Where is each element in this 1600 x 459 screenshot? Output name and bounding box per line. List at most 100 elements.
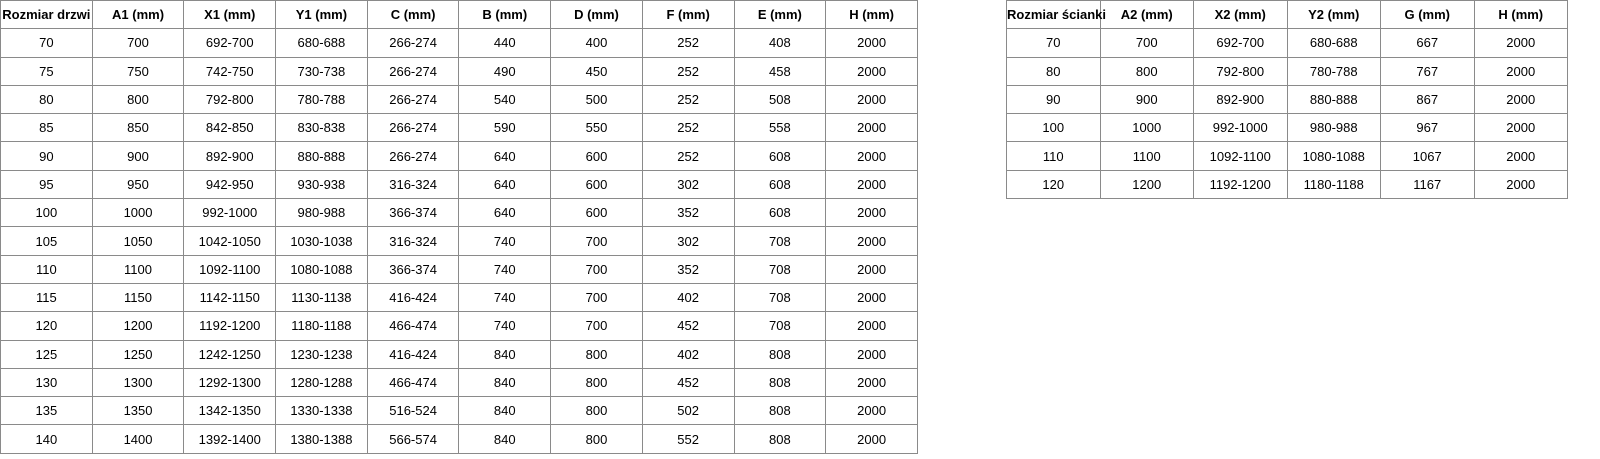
- table-cell: 402: [641, 282, 735, 313]
- table-cell: 1142-1150: [183, 282, 277, 313]
- table-cell: 950: [91, 169, 185, 200]
- table-cell: 1192-1200: [183, 311, 277, 341]
- table-row: 80 800 792-800 780-788 266-274 540 500 252 508 20…: [0, 84, 918, 115]
- table-cell: 1300: [91, 367, 185, 398]
- table-row: 110 1100 1092-1100 1080-1088 1067 2000: [1006, 141, 1568, 171]
- table-cell: 2000: [825, 141, 918, 171]
- table-cell: 750: [91, 56, 185, 86]
- table-cell: 608: [733, 198, 827, 228]
- table-cell: 1030-1038: [275, 226, 368, 256]
- table-cell: 566-574: [366, 424, 460, 454]
- table-cell: 450: [550, 56, 643, 86]
- table-cell: 400: [550, 28, 643, 58]
- table-cell: 1050: [91, 226, 185, 256]
- table-cell: 608: [733, 141, 827, 171]
- table-row: 140 1400 1392-1400 1380-1388 566-574 840 800 55…: [0, 424, 918, 454]
- table-cell: 2000: [825, 339, 918, 369]
- table-cell: 490: [458, 56, 552, 86]
- table-row: 100 1000 992-1000 980-988 967 2000: [1006, 113, 1568, 143]
- table-cell: 792-800: [183, 84, 277, 115]
- table-cell: 1080-1088: [1286, 141, 1381, 171]
- table-cell: 680-688: [1286, 28, 1381, 58]
- table-cell: 558: [733, 113, 827, 143]
- table-cell: 85: [0, 113, 93, 143]
- column-header: Rozmiar drzwi: [0, 0, 93, 30]
- column-header: A2 (mm): [1099, 0, 1194, 30]
- table-cell: 2000: [1473, 169, 1568, 200]
- table-row: 85 850 842-850 830-838 266-274 590 550 252 558 20…: [0, 113, 918, 143]
- table-cell: 135: [0, 396, 93, 426]
- table-cell: 867: [1380, 84, 1475, 115]
- table-cell: 500: [550, 84, 643, 115]
- table-cell: 830-838: [275, 113, 368, 143]
- table-cell: 740: [458, 282, 552, 313]
- table-cell: 252: [641, 28, 735, 58]
- table-cell: 708: [733, 282, 827, 313]
- table-cell: 252: [641, 56, 735, 86]
- table-cell: 1042-1050: [183, 226, 277, 256]
- table-cell: 1292-1300: [183, 367, 277, 398]
- table-cell: 808: [733, 424, 827, 454]
- table-cell: 850: [91, 113, 185, 143]
- table-cell: 840: [458, 424, 552, 454]
- table-cell: 1080-1088: [275, 254, 368, 284]
- table-cell: 316-324: [366, 226, 460, 256]
- table-cell: 352: [641, 198, 735, 228]
- table-cell: 130: [0, 367, 93, 398]
- table-row: 70 700 692-700 680-688 266-274 440 400 252 408 20…: [0, 28, 918, 58]
- table-row: 90 900 892-900 880-888 867 2000: [1006, 84, 1568, 115]
- table-cell: 608: [733, 169, 827, 200]
- column-header: F (mm): [641, 0, 735, 30]
- table-cell: 466-474: [366, 367, 460, 398]
- table-cell: 700: [550, 311, 643, 341]
- table-cell: 110: [0, 254, 93, 284]
- table-cell: 352: [641, 254, 735, 284]
- table-cell: 700: [91, 28, 185, 58]
- table-cell: 416-424: [366, 339, 460, 369]
- table-cell: 266-274: [366, 84, 460, 115]
- table-cell: 780-788: [1286, 56, 1381, 86]
- table-cell: 2000: [825, 113, 918, 143]
- table-cell: 700: [550, 254, 643, 284]
- table-cell: 452: [641, 367, 735, 398]
- table-cell: 100: [1006, 113, 1101, 143]
- column-header: G (mm): [1380, 0, 1475, 30]
- table-row: 80 800 792-800 780-788 767 2000: [1006, 56, 1568, 86]
- column-header: B (mm): [458, 0, 552, 30]
- table-cell: 266-274: [366, 141, 460, 171]
- table-cell: 125: [0, 339, 93, 369]
- table-cell: 502: [641, 396, 735, 426]
- table-cell: 700: [1099, 28, 1194, 58]
- table-cell: 252: [641, 113, 735, 143]
- column-header: X1 (mm): [183, 0, 277, 30]
- table-cell: 1230-1238: [275, 339, 368, 369]
- table-cell: 2000: [825, 311, 918, 341]
- table-cell: 90: [0, 141, 93, 171]
- table-cell: 840: [458, 367, 552, 398]
- table-cell: 1067: [1380, 141, 1475, 171]
- table-row: 120 1200 1192-1200 1180-1188 466-474 740 700 45…: [0, 311, 918, 341]
- table-cell: 2000: [825, 84, 918, 115]
- table-cell: 840: [458, 339, 552, 369]
- table-cell: 1200: [1099, 169, 1194, 200]
- table-cell: 2000: [1473, 113, 1568, 143]
- table-cell: 892-900: [1193, 84, 1288, 115]
- table-cell: 900: [91, 141, 185, 171]
- table-cell: 2000: [1473, 141, 1568, 171]
- table-cell: 1092-1100: [183, 254, 277, 284]
- table-cell: 980-988: [275, 198, 368, 228]
- table-cell: 708: [733, 226, 827, 256]
- column-header: Y1 (mm): [275, 0, 368, 30]
- table-cell: 110: [1006, 141, 1101, 171]
- table-cell: 840: [458, 396, 552, 426]
- table-cell: 2000: [825, 28, 918, 58]
- table-cell: 2000: [825, 198, 918, 228]
- table-cell: 692-700: [183, 28, 277, 58]
- table-row: 105 1050 1042-1050 1030-1038 316-324 740 700 30…: [0, 226, 918, 256]
- table-cell: 1130-1138: [275, 282, 368, 313]
- table-cell: 600: [550, 169, 643, 200]
- table-cell: 252: [641, 141, 735, 171]
- table-cell: 90: [1006, 84, 1101, 115]
- column-header: E (mm): [733, 0, 827, 30]
- table-cell: 316-324: [366, 169, 460, 200]
